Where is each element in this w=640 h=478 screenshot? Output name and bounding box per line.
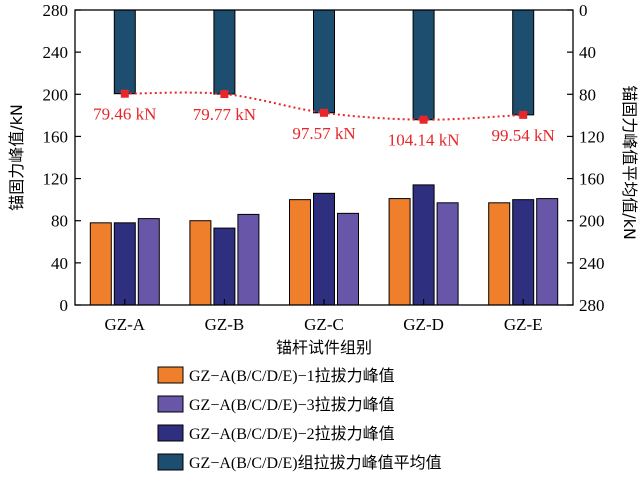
y-axis-title: 锚固力峰值/kN: [7, 104, 26, 211]
peak-bar: [388, 198, 411, 306]
peak-bar: [337, 212, 359, 306]
x-tick-label: GZ-D: [403, 315, 444, 334]
right-tick-label: 0: [579, 1, 588, 20]
peak-bar: [536, 198, 559, 306]
peak-bar: [313, 192, 335, 306]
average-value-label: 79.77 kN: [193, 105, 256, 124]
right-tick-label: 80: [579, 85, 596, 104]
left-tick-label: 160: [43, 127, 69, 146]
legend-label: GZ−A(B/C/D/E)−3拉拔力峰值: [189, 396, 395, 414]
peak-bar: [436, 202, 459, 306]
average-point: [220, 90, 229, 99]
peak-bar: [113, 222, 136, 306]
average-value-label: 99.54 kN: [492, 126, 555, 145]
legend-label: GZ−A(B/C/D/E)−2拉拔力峰值: [189, 425, 395, 443]
average-bar: [113, 9, 136, 95]
right-tick-label: 200: [579, 212, 605, 231]
average-point: [320, 108, 328, 117]
average-point: [419, 115, 428, 124]
peak-bar: [213, 227, 236, 306]
average-value-label: 79.46 kN: [93, 105, 156, 124]
x-tick-label: GZ-C: [304, 315, 344, 334]
right-tick-label: 160: [579, 170, 605, 189]
peak-bar: [189, 220, 212, 306]
average-bar: [512, 9, 535, 116]
legend-swatch: [157, 395, 184, 413]
left-tick-label: 240: [43, 43, 69, 62]
peak-bars: [89, 184, 559, 306]
peak-bar: [89, 222, 112, 306]
left-tick-label: 200: [43, 85, 69, 104]
peak-bar: [137, 218, 160, 306]
legend-swatch: [157, 453, 184, 471]
x-axis-title: 锚杆试件组别: [276, 338, 372, 357]
average-bars: [113, 9, 535, 121]
y2-axis-title: 锚固力峰值平均值/kN: [620, 85, 639, 240]
legend-label: GZ−A(B/C/D/E)−1拉拔力峰值: [189, 367, 395, 385]
left-tick-label: 280: [43, 1, 69, 20]
average-bar: [313, 9, 335, 114]
right-tick-label: 240: [579, 254, 605, 273]
legend-swatch: [157, 366, 184, 384]
x-tick-label: GZ-A: [104, 315, 145, 334]
peak-bar: [289, 199, 311, 306]
legend-label: GZ−A(B/C/D/E)组拉拔力峰值平均值: [189, 454, 442, 472]
average-value-label: 104.14 kN: [388, 131, 460, 150]
x-tick-label: GZ-B: [205, 315, 245, 334]
left-tick-label: 120: [43, 170, 69, 189]
left-tick-label: 0: [60, 296, 69, 315]
peak-bar: [512, 199, 535, 306]
average-trend: 79.46 kN 79.77 kN 97.57 kN 104.14 kN 99.54 k…: [93, 89, 555, 150]
peak-bar: [412, 184, 435, 306]
left-tick-label: 40: [51, 254, 68, 273]
average-bar: [213, 9, 236, 95]
peak-bar: [237, 213, 260, 306]
right-tick-label: 280: [579, 296, 605, 315]
average-point: [519, 110, 528, 119]
peak-bar: [488, 202, 511, 306]
axes: 0 40 80 120 160 200 240 280 0 40 80 120 160 200 240 280…: [7, 1, 639, 357]
average-bar: [412, 9, 435, 121]
x-tick-label: GZ-E: [504, 315, 543, 334]
right-tick-label: 120: [579, 127, 605, 146]
legend: GZ−A(B/C/D/E)−1拉拔力峰值 GZ−A(B/C/D/E)−3拉拔力峰值…: [157, 366, 442, 472]
average-value-label: 97.57 kN: [292, 124, 355, 143]
legend-swatch: [157, 424, 184, 442]
average-point: [120, 89, 129, 98]
left-tick-label: 80: [51, 212, 68, 231]
right-tick-label: 40: [579, 43, 596, 62]
